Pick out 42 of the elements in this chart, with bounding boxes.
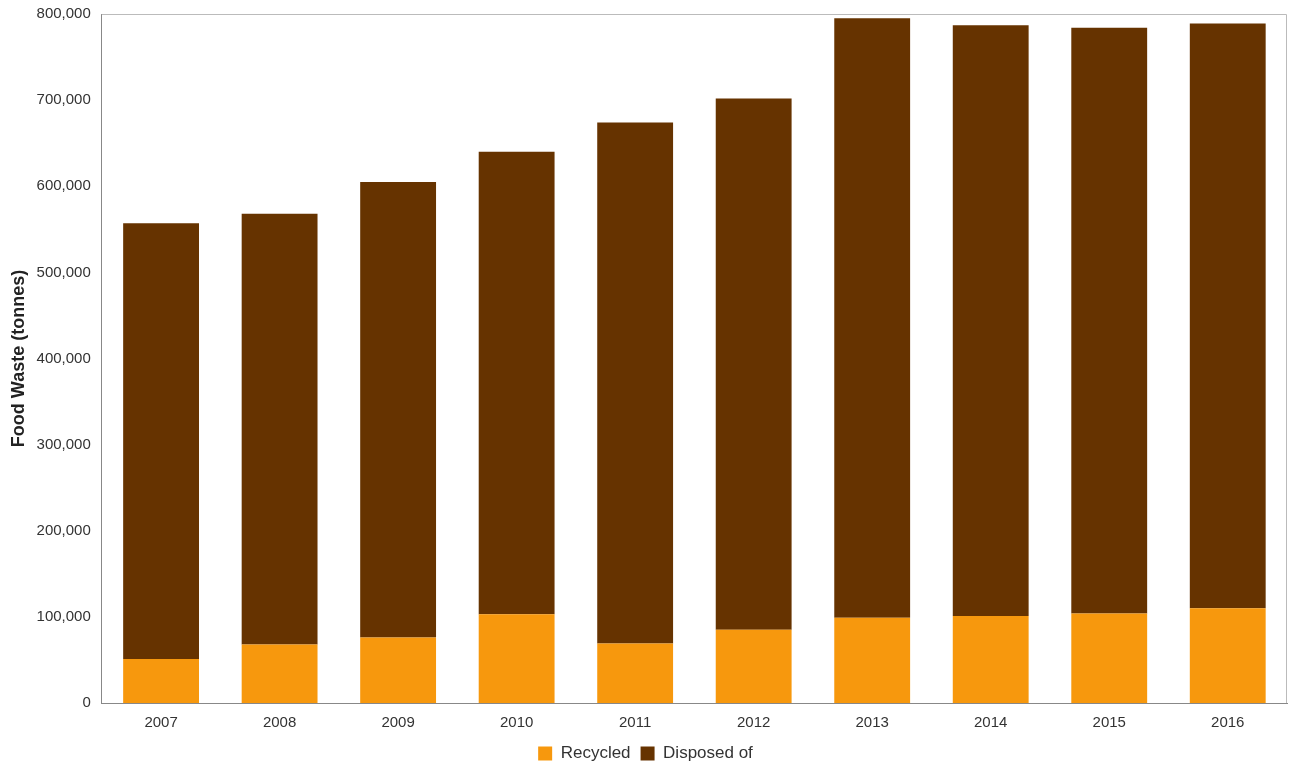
y-tick-label: 500,000	[36, 262, 91, 280]
y-tick-label: 300,000	[36, 434, 91, 452]
bar	[1189, 608, 1266, 703]
bar	[715, 98, 792, 630]
y-tick-label: 200,000	[36, 520, 91, 538]
legend-label: Recycled	[560, 743, 631, 763]
x-tick-label: 2009	[381, 713, 415, 731]
bar	[360, 637, 437, 703]
legend-label: Disposed of	[663, 743, 754, 763]
bar	[123, 223, 200, 660]
x-tick-label: 2007	[144, 713, 178, 731]
bar	[834, 617, 911, 703]
bar	[1189, 23, 1266, 609]
y-tick-label: 600,000	[36, 176, 91, 194]
y-tick-label: 0	[82, 693, 91, 711]
x-tick-label: 2008	[262, 713, 297, 731]
x-tick-label: 2016	[1211, 713, 1245, 731]
bar	[834, 18, 911, 618]
bar	[715, 629, 792, 703]
x-tick-label: 2011	[619, 713, 652, 731]
x-tick-label: 2014	[974, 713, 1008, 731]
y-tick-label: 100,000	[36, 607, 91, 625]
bar	[952, 25, 1029, 617]
y-tick-label: 800,000	[36, 4, 91, 22]
x-tick-label: 2013	[855, 713, 889, 731]
x-tick-label: 2010	[499, 713, 534, 731]
bar	[241, 644, 318, 703]
y-tick-label: 400,000	[36, 348, 91, 366]
y-tick-label: 700,000	[36, 90, 91, 108]
bar	[478, 151, 555, 615]
y-axis-title: Food Waste (tonnes)	[7, 269, 28, 448]
bar	[1071, 613, 1148, 703]
x-tick-label: 2012	[736, 713, 771, 731]
bar	[123, 659, 200, 703]
bar	[360, 181, 437, 638]
bar	[597, 122, 674, 644]
x-tick-label: 2015	[1092, 713, 1126, 731]
bar	[597, 643, 674, 703]
bar	[478, 614, 555, 703]
bar	[952, 616, 1029, 703]
bar	[1071, 27, 1148, 614]
bar	[241, 213, 318, 645]
